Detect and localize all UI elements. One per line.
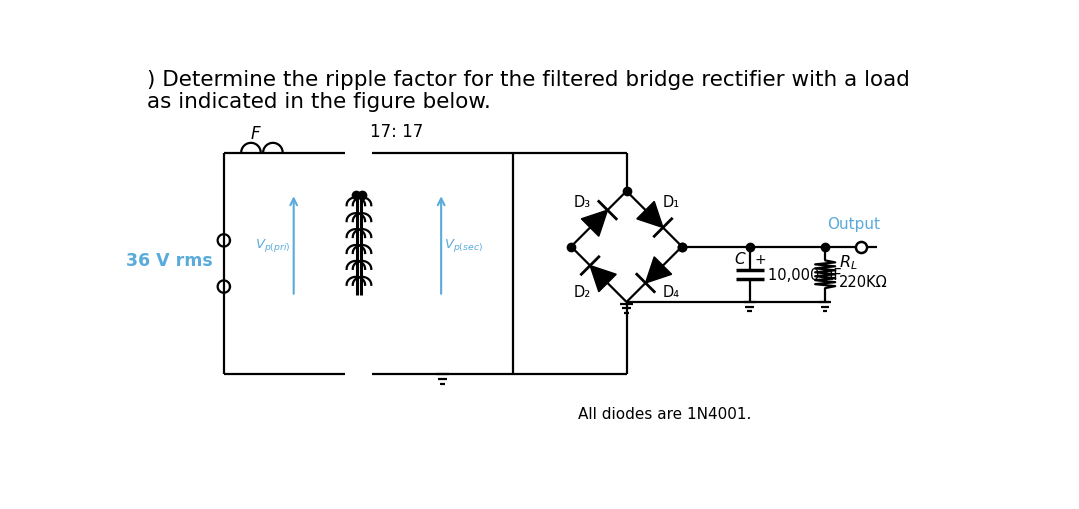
- Polygon shape: [637, 202, 663, 228]
- Text: D₁: D₁: [663, 195, 680, 210]
- Text: D₄: D₄: [663, 284, 680, 299]
- Text: F: F: [251, 125, 261, 143]
- Polygon shape: [582, 211, 607, 237]
- Text: 36 V rms: 36 V rms: [125, 251, 213, 269]
- Text: +: +: [754, 252, 766, 266]
- Text: as indicated in the figure below.: as indicated in the figure below.: [147, 92, 491, 112]
- Text: 220KΩ: 220KΩ: [839, 275, 888, 290]
- Text: All diodes are 1N4001.: All diodes are 1N4001.: [578, 406, 752, 421]
- Text: ) Determine the ripple factor for the filtered bridge rectifier with a load: ) Determine the ripple factor for the fi…: [147, 70, 910, 90]
- Text: D₃: D₃: [573, 195, 590, 210]
- Text: D₂: D₂: [573, 284, 590, 299]
- Text: $V_{p(sec)}$: $V_{p(sec)}$: [445, 237, 483, 254]
- Polygon shape: [590, 266, 616, 292]
- Text: 17: 17: 17: 17: [370, 123, 424, 141]
- Text: 10,000 μF: 10,000 μF: [768, 267, 842, 282]
- Polygon shape: [645, 258, 671, 284]
- Text: Output: Output: [828, 217, 880, 232]
- Text: C: C: [735, 251, 746, 266]
- Text: $V_{p(pri)}$: $V_{p(pri)}$: [255, 237, 290, 254]
- Text: $R_L$: $R_L$: [839, 253, 858, 272]
